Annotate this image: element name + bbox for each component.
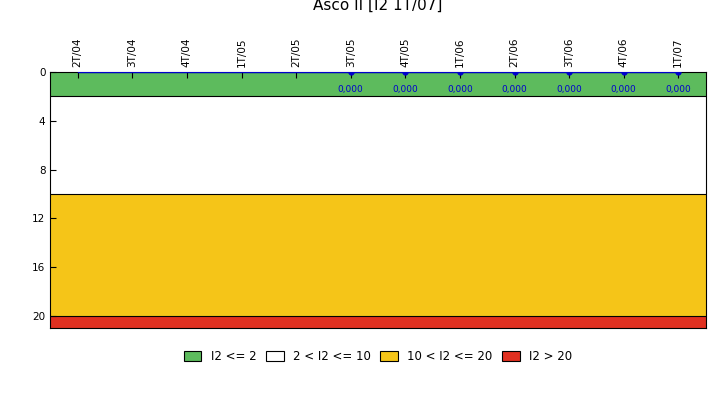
Bar (50, 316, 706, 328)
Title: Ascó II [I2 1T/07]: Ascó II [I2 1T/07] (313, 0, 443, 12)
Bar (50, 96, 706, 194)
Text: 0,000: 0,000 (502, 86, 527, 94)
Text: 0,000: 0,000 (338, 86, 364, 94)
Text: 0,000: 0,000 (392, 86, 418, 94)
Text: 0,000: 0,000 (611, 86, 636, 94)
Legend: I2 <= 2, 2 < I2 <= 10, 10 < I2 <= 20, I2 > 20: I2 <= 2, 2 < I2 <= 10, 10 < I2 <= 20, I2… (180, 347, 576, 367)
Text: 0,000: 0,000 (665, 86, 691, 94)
Bar (50, 194, 706, 316)
Text: 0,000: 0,000 (557, 86, 582, 94)
Bar (50, 72, 706, 96)
Text: 0,000: 0,000 (447, 86, 473, 94)
